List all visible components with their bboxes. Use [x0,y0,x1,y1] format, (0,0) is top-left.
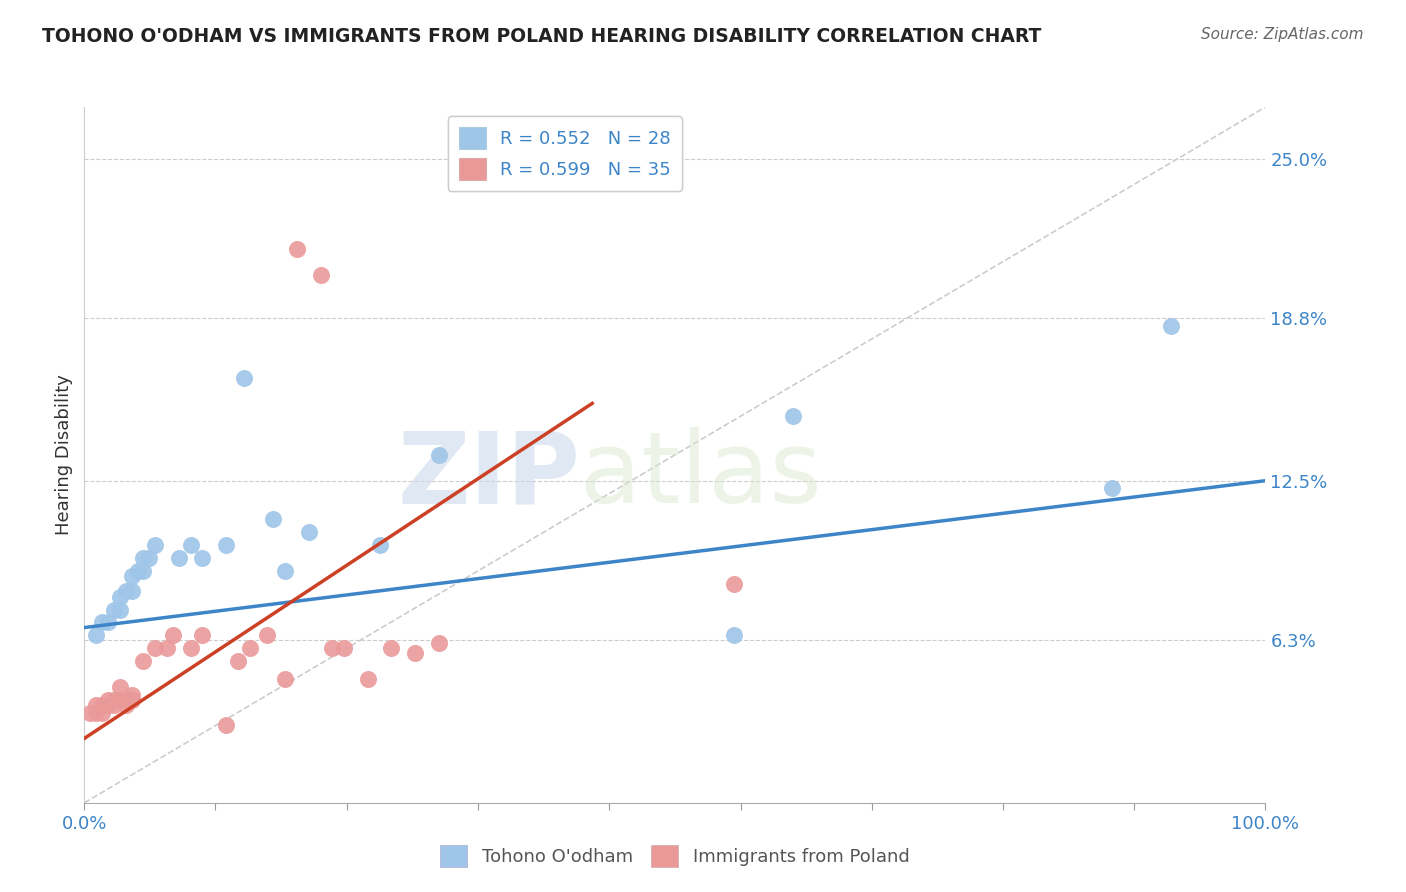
Point [114,584,136,599]
Point [121,688,143,702]
Point [108,602,131,616]
Point [114,692,136,706]
Point [156,641,179,656]
Point [114,698,136,712]
Point [180,538,202,552]
Point [321,641,343,656]
Point [97,692,120,706]
Point [138,551,160,566]
Point [723,628,745,642]
Point [368,538,391,552]
Point [91,615,114,630]
Point [108,590,131,604]
Point [239,641,262,656]
Point [79,706,101,720]
Point [143,641,166,656]
Point [132,654,155,668]
Point [97,698,120,712]
Point [143,538,166,552]
Point [91,706,114,720]
Point [215,718,238,732]
Legend: R = 0.552   N = 28, R = 0.599   N = 35: R = 0.552 N = 28, R = 0.599 N = 35 [447,116,682,191]
Point [333,641,356,656]
Point [404,646,426,660]
Point [380,641,402,656]
Text: TOHONO O'ODHAM VS IMMIGRANTS FROM POLAND HEARING DISABILITY CORRELATION CHART: TOHONO O'ODHAM VS IMMIGRANTS FROM POLAND… [42,27,1042,45]
Point [108,692,131,706]
Point [782,409,804,424]
Text: Source: ZipAtlas.com: Source: ZipAtlas.com [1201,27,1364,42]
Point [108,680,131,694]
Y-axis label: Hearing Disability: Hearing Disability [55,375,73,535]
Point [285,242,308,256]
Point [103,692,125,706]
Point [1101,482,1123,496]
Point [427,636,450,650]
Point [84,706,107,720]
Point [191,551,214,566]
Point [274,564,297,578]
Point [232,370,254,384]
Point [298,525,321,540]
Point [103,602,125,616]
Point [226,654,249,668]
Point [357,672,380,686]
Point [103,698,125,712]
Point [309,268,332,282]
Point [162,628,184,642]
Point [132,551,155,566]
Point [132,564,155,578]
Point [274,672,297,686]
Text: ZIP: ZIP [398,427,581,524]
Point [180,641,202,656]
Point [262,512,284,526]
Point [723,576,745,591]
Point [84,698,107,712]
Point [256,628,278,642]
Point [121,569,143,583]
Point [97,615,120,630]
Point [215,538,238,552]
Text: atlas: atlas [581,427,823,524]
Point [427,448,450,462]
Point [91,698,114,712]
Point [121,584,143,599]
Point [84,628,107,642]
Point [1160,319,1182,334]
Point [121,692,143,706]
Legend: Tohono O'odham, Immigrants from Poland: Tohono O'odham, Immigrants from Poland [433,838,917,874]
Point [167,551,190,566]
Point [127,564,149,578]
Point [191,628,214,642]
